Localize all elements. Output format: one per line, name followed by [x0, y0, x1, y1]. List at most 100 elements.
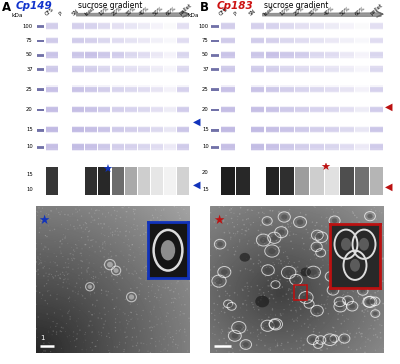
Bar — [280, 38, 294, 43]
Bar — [164, 39, 176, 44]
Point — [238, 205, 244, 211]
Point — [380, 255, 386, 261]
Point — [356, 325, 362, 331]
Bar — [325, 23, 339, 29]
Point — [78, 258, 84, 264]
Point — [269, 208, 276, 214]
Point — [300, 348, 307, 353]
Point — [77, 327, 83, 333]
Point — [258, 337, 264, 343]
Text: sucrose gradient: sucrose gradient — [78, 1, 142, 10]
Text: 30%: 30% — [308, 5, 320, 16]
Point — [58, 222, 65, 228]
Point — [267, 300, 273, 306]
Point — [258, 323, 265, 328]
Bar — [340, 52, 354, 58]
Bar — [125, 107, 137, 112]
Point — [368, 294, 375, 300]
Point — [287, 229, 293, 235]
Point — [110, 205, 116, 210]
Point — [179, 271, 185, 277]
Bar — [310, 108, 324, 113]
Bar — [355, 38, 368, 43]
Bar — [98, 38, 110, 43]
Point — [159, 322, 165, 328]
Bar — [72, 51, 84, 56]
Point — [67, 314, 73, 320]
Point — [157, 315, 164, 321]
Bar — [310, 127, 324, 132]
Bar — [98, 88, 110, 93]
Point — [276, 233, 282, 238]
Point — [152, 233, 158, 238]
Point — [294, 318, 301, 324]
Bar — [138, 108, 150, 113]
Point — [146, 229, 152, 234]
Point — [184, 286, 190, 292]
Circle shape — [114, 268, 119, 273]
Bar — [340, 22, 354, 28]
Point — [361, 309, 367, 315]
Point — [262, 233, 268, 239]
Point — [246, 288, 252, 294]
Point — [175, 210, 181, 215]
Point — [375, 288, 382, 294]
Point — [104, 333, 110, 339]
Point — [176, 240, 182, 246]
Bar — [295, 106, 309, 111]
Point — [158, 320, 165, 326]
Point — [298, 323, 305, 329]
Bar — [295, 39, 309, 44]
Point — [349, 219, 355, 225]
Point — [280, 311, 286, 317]
Point — [43, 211, 50, 217]
Point — [216, 294, 223, 300]
Point — [350, 210, 356, 216]
Point — [339, 246, 346, 252]
Point — [273, 276, 279, 281]
Point — [324, 296, 330, 302]
Bar — [164, 22, 176, 28]
Bar — [112, 128, 124, 134]
Point — [242, 297, 249, 303]
Bar — [138, 127, 150, 132]
Point — [314, 220, 320, 226]
Point — [59, 241, 65, 247]
Point — [380, 256, 386, 262]
Point — [358, 271, 364, 277]
Point — [310, 238, 317, 244]
Point — [236, 211, 243, 217]
Point — [213, 215, 220, 221]
Point — [133, 343, 140, 348]
Point — [173, 314, 179, 320]
Point — [141, 326, 147, 332]
Bar — [112, 53, 124, 59]
Bar — [251, 106, 264, 111]
Point — [220, 305, 226, 311]
Bar — [211, 55, 219, 57]
Point — [307, 256, 314, 262]
Point — [57, 238, 64, 244]
Point — [232, 233, 238, 239]
Point — [62, 211, 68, 217]
Bar — [85, 38, 97, 43]
Point — [72, 290, 79, 296]
Point — [232, 316, 238, 321]
Circle shape — [337, 304, 344, 309]
Point — [380, 278, 386, 284]
Bar — [151, 22, 163, 28]
Point — [88, 274, 94, 280]
Point — [227, 283, 233, 289]
Point — [117, 214, 124, 220]
Point — [235, 314, 241, 320]
Point — [99, 211, 106, 217]
Bar — [370, 144, 384, 150]
Point — [279, 285, 286, 290]
Point — [272, 312, 279, 318]
Point — [338, 321, 344, 327]
Point — [264, 231, 270, 237]
Bar — [112, 87, 124, 92]
Point — [300, 214, 306, 220]
Point — [223, 340, 229, 346]
Point — [142, 296, 148, 301]
